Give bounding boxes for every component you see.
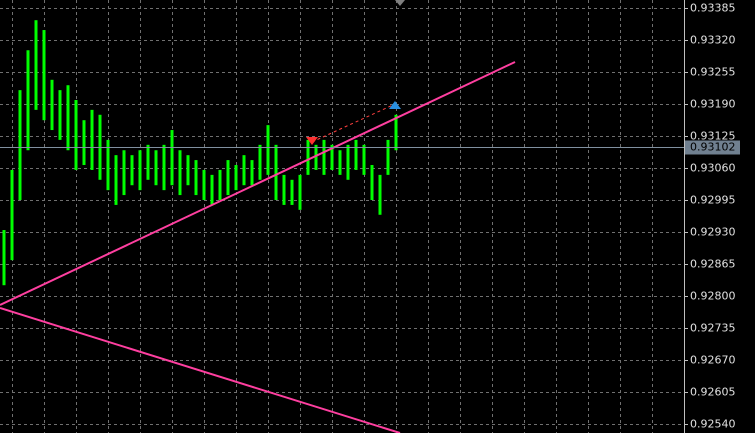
price-bar: [154, 150, 158, 186]
price-bar: [146, 144, 150, 180]
price-bar: [386, 139, 390, 175]
y-tick-label: 0.93060: [690, 162, 736, 175]
y-tick-label: 0.92995: [690, 194, 736, 207]
price-bar: [82, 120, 86, 166]
trendline: [0, 307, 401, 433]
price-bar: [50, 79, 54, 131]
price-bar: [162, 144, 166, 191]
price-bar: [218, 169, 222, 200]
price-bar: [170, 130, 174, 186]
y-tick-label: 0.92540: [690, 418, 736, 431]
price-bar: [354, 139, 358, 170]
price-bar: [34, 20, 38, 110]
y-tick-label: 0.92865: [690, 258, 736, 271]
shift-marker: [395, 0, 405, 6]
price-bar: [226, 160, 230, 196]
price-bar: [290, 179, 294, 205]
price-bar: [74, 99, 78, 170]
price-bar: [58, 90, 62, 140]
price-bar: [186, 155, 190, 186]
y-tick-label: 0.93255: [690, 66, 736, 79]
grid: [0, 0, 684, 433]
y-tick-label: 0.93385: [690, 2, 736, 15]
price-axis: 0.93385 0.93320 0.93255 0.93190 0.93125 0.930…: [684, 2, 736, 431]
price-bar: [42, 30, 46, 121]
y-tick-label: 0.92605: [690, 386, 736, 399]
y-tick-label: 0.93125: [690, 130, 736, 143]
price-bar: [242, 155, 246, 186]
price-bar: [338, 150, 342, 175]
price-bar: [314, 144, 318, 170]
price-bar: [202, 169, 206, 200]
price-bar: [346, 144, 350, 180]
price-bar: [266, 125, 270, 175]
y-tick-label: 0.92930: [690, 226, 736, 239]
y-tick-label: 0.92800: [690, 290, 736, 303]
y-tick-label: 0.92735: [690, 322, 736, 335]
price-bar: [178, 150, 182, 196]
price-bar: [378, 174, 382, 215]
y-tick-label: 0.93190: [690, 98, 736, 111]
price-bar: [18, 90, 22, 200]
price-bar: [282, 174, 286, 205]
price-bar: [250, 160, 254, 186]
price-bar: [106, 139, 110, 191]
price-bar: [26, 50, 30, 151]
sell-arrow: [306, 137, 318, 145]
price-bar: [306, 139, 310, 175]
price-bar: [234, 165, 238, 191]
current-price-box: [685, 140, 740, 155]
trendline: [0, 61, 516, 306]
price-bar: [298, 174, 302, 210]
price-bar: [362, 144, 366, 175]
current-price-label: 0.93102: [690, 141, 736, 154]
price-bar: [2, 230, 6, 286]
price-bar: [122, 150, 126, 196]
price-bar: [322, 139, 326, 175]
price-bar: [210, 174, 214, 205]
price-bar: [274, 144, 278, 200]
price-bar: [90, 109, 94, 170]
price-bar: [130, 155, 134, 186]
price-bar: [194, 160, 198, 196]
price-bar: [258, 144, 262, 180]
price-bar: [66, 85, 70, 151]
y-tick-label: 0.92670: [690, 354, 736, 367]
price-bar: [330, 144, 334, 170]
buy-arrow: [389, 101, 401, 109]
y-tick-label: 0.93320: [690, 34, 736, 47]
price-bar: [370, 165, 374, 200]
price-bar: [138, 150, 142, 191]
price-bar: [394, 114, 398, 151]
price-bar: [114, 155, 118, 205]
price-bar: [10, 169, 14, 261]
